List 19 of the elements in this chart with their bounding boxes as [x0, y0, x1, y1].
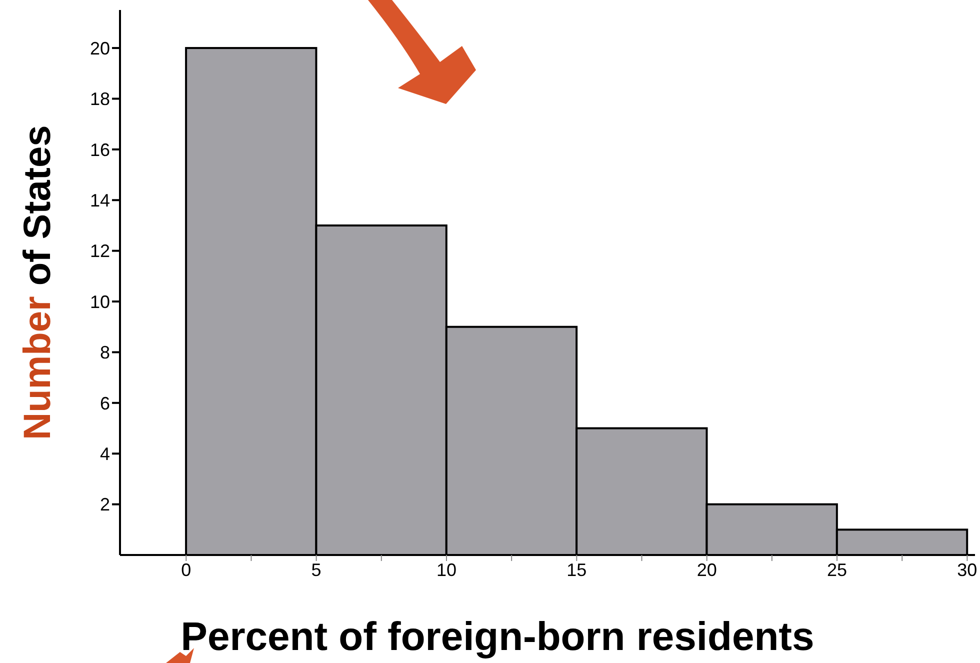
x-tick-label: 15	[566, 560, 587, 580]
x-axis-title: Percent of foreign-born residents	[180, 615, 814, 659]
y-tick-label: 2	[100, 494, 110, 515]
y-tick-label: 10	[90, 292, 110, 312]
y-tick-label: 18	[90, 89, 110, 110]
x-tick-label: 30	[957, 560, 978, 580]
x-tick-label: 25	[826, 560, 848, 580]
x-tick-label: 0	[181, 560, 192, 580]
y-tick-label: 16	[90, 140, 110, 160]
y-axis-title: Number of States	[17, 125, 59, 440]
y-tick-label: 12	[90, 241, 110, 262]
y-tick-label: 6	[100, 393, 110, 414]
y-tick-label: 8	[100, 342, 110, 363]
x-tick-label: 10	[436, 560, 456, 580]
y-tick-label: 4	[100, 444, 110, 464]
x-tick-label: 20	[696, 560, 717, 580]
y-tick-label: 14	[90, 190, 110, 211]
y-tick-label: 20	[90, 38, 110, 58]
x-tick-label: 5	[311, 560, 322, 580]
